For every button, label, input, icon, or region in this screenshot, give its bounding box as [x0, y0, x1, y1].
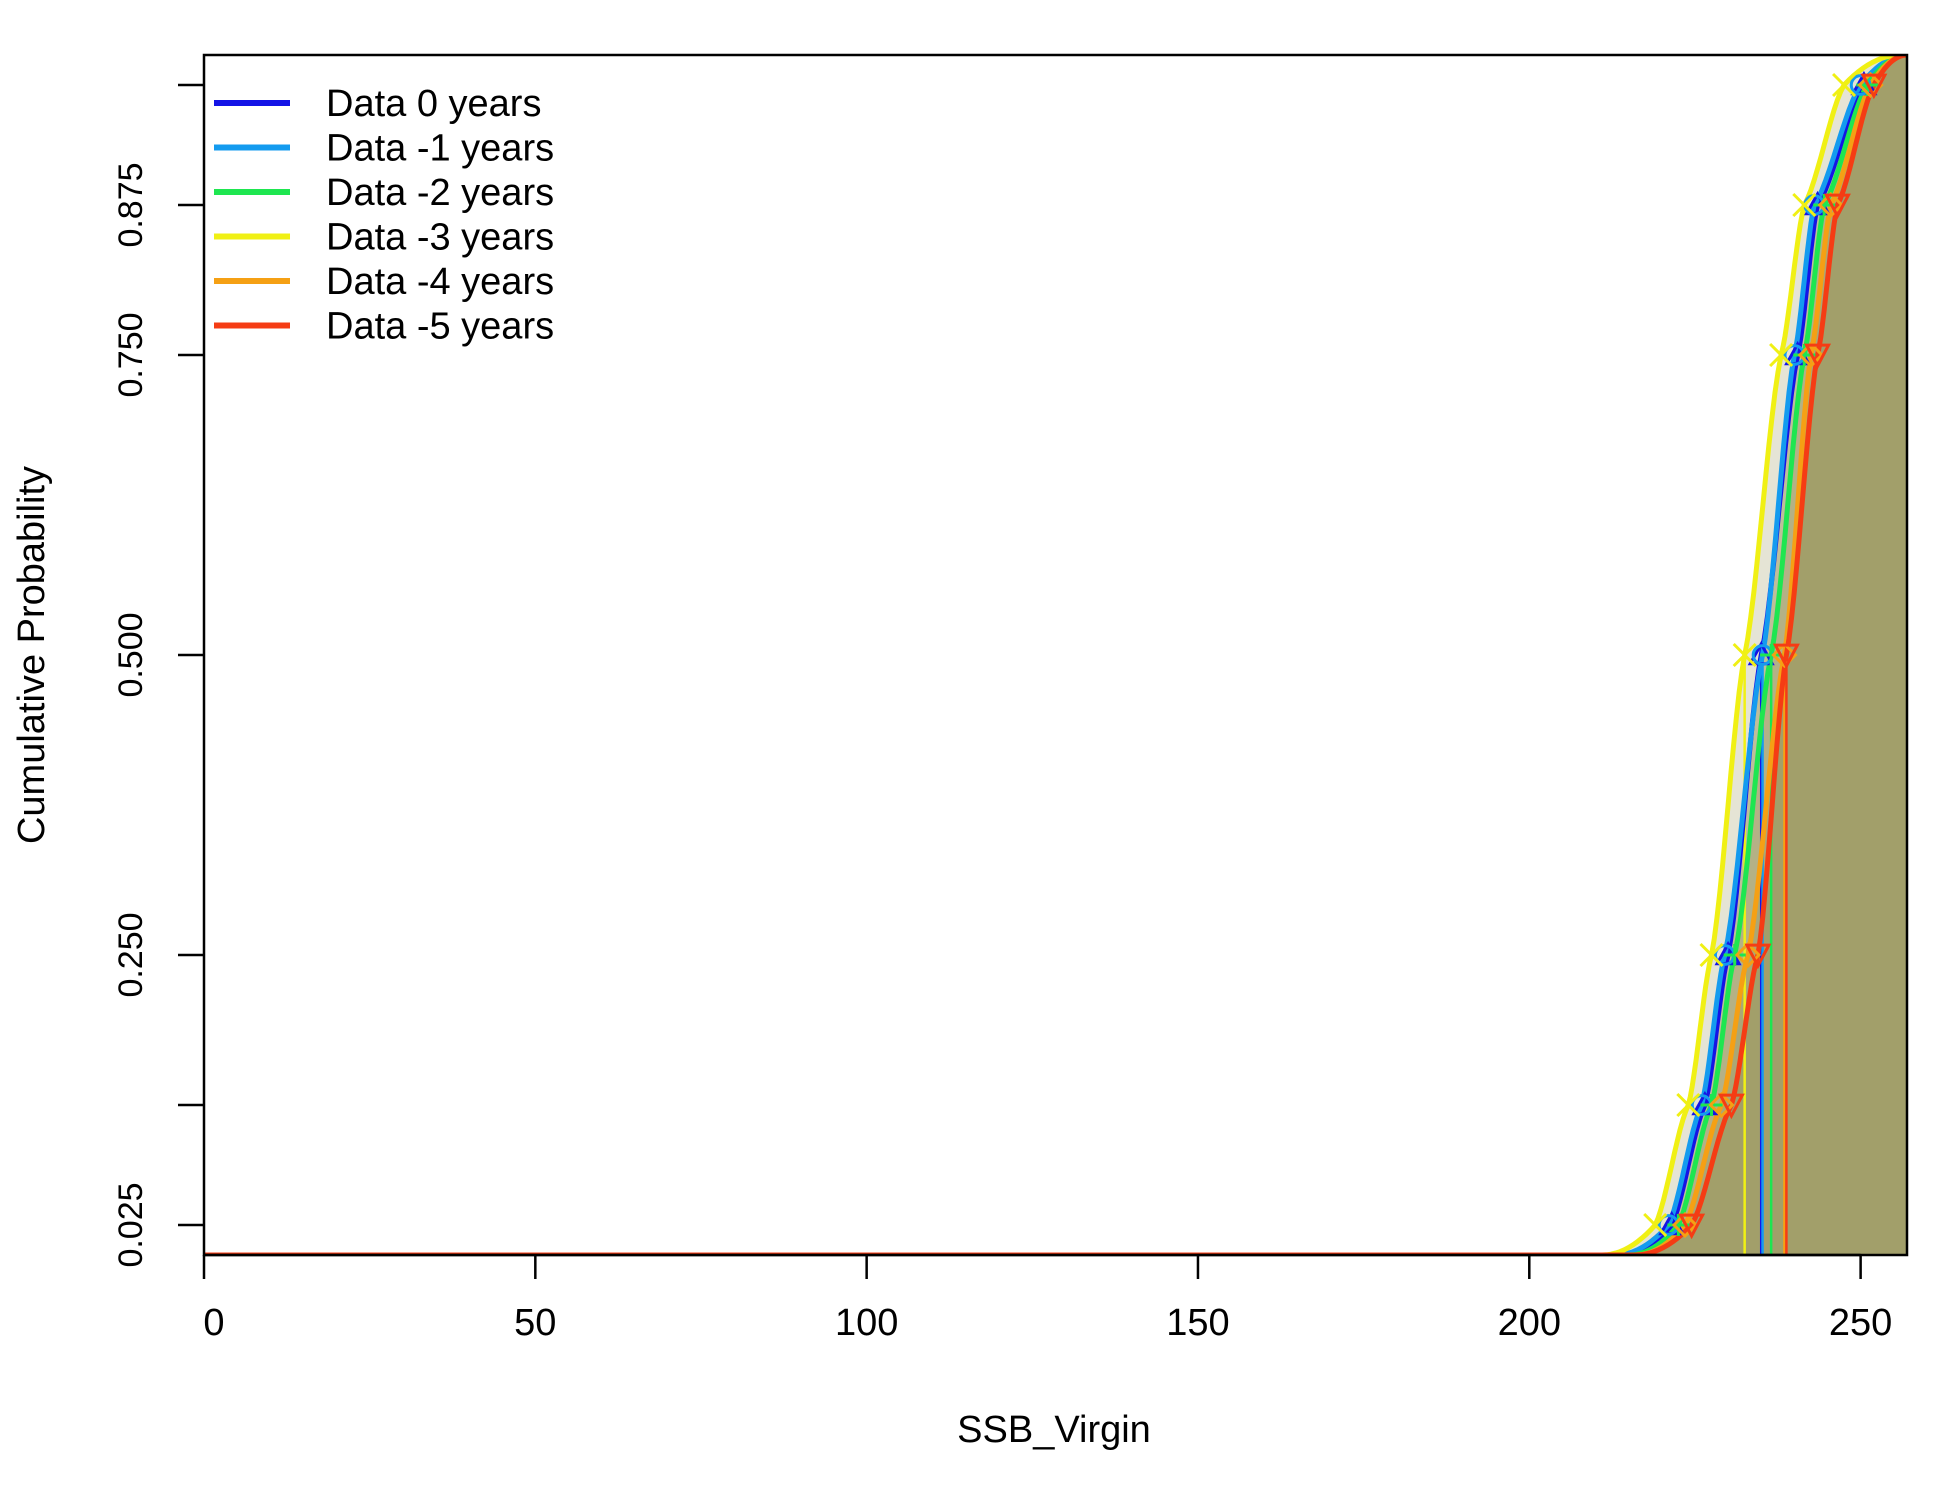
y-tick-label: 0.750 — [112, 312, 150, 397]
x-tick-label: 150 — [1166, 1302, 1229, 1344]
legend-label: Data 0 years — [326, 83, 541, 125]
x-tick-label: 0 — [203, 1302, 224, 1344]
quantile-point — [1769, 342, 1794, 368]
quantile-fill-areas — [204, 55, 1907, 1255]
cdf-fill-area — [204, 55, 1907, 1255]
quantile-point — [1671, 1211, 1699, 1239]
quantile-point — [1804, 343, 1832, 370]
x-tick-label: 100 — [835, 1302, 898, 1344]
cdf-fill-area — [204, 55, 1907, 1255]
quantile-point — [1831, 72, 1857, 98]
quantile-point — [1823, 193, 1851, 220]
y-axis-title: Cumulative Probability — [11, 466, 53, 844]
quantile-point — [1678, 1213, 1706, 1240]
cdf-fill-area — [204, 55, 1907, 1255]
quantile-point — [1797, 341, 1825, 369]
x-axis-title: SSB_Virgin — [957, 1409, 1151, 1451]
quantile-point — [1792, 192, 1817, 218]
y-tick-label: 0.875 — [112, 162, 150, 247]
y-tick-label: 0.500 — [112, 612, 150, 697]
quantile-point — [1772, 643, 1800, 670]
cdf-fill-area — [204, 55, 1907, 1255]
quantile-point — [1744, 943, 1772, 970]
x-axis: 0 50 100 150 200 250 — [202, 1253, 1892, 1344]
quantile-point — [1717, 1093, 1745, 1120]
y-axis: 0.025 0.250 0.500 0.750 0.875 — [112, 83, 204, 1268]
cdf-fill-area — [204, 55, 1907, 1255]
quantile-point — [1817, 191, 1844, 219]
legend-label: Data -3 years — [326, 217, 554, 259]
y-tick-label: 0.025 — [112, 1182, 150, 1267]
quantile-markers — [1643, 70, 1888, 1240]
quantile-point — [1676, 1092, 1701, 1118]
quantile-point — [1699, 942, 1724, 968]
legend-label: Data -2 years — [326, 172, 554, 214]
quantile-point — [1860, 73, 1888, 100]
quantile-point — [1760, 644, 1783, 666]
quantile-point — [1708, 1091, 1735, 1119]
legend-label: Data -4 years — [326, 261, 554, 303]
quantile-point — [1723, 944, 1746, 966]
x-tick-label: 200 — [1498, 1302, 1561, 1344]
quantile-point — [1643, 1212, 1668, 1238]
x-tick-label: 250 — [1829, 1302, 1892, 1344]
cdf-fill-area — [204, 55, 1907, 1255]
quantile-point — [1734, 941, 1762, 969]
y-tick-label: 0.250 — [112, 912, 150, 997]
legend-label: Data -5 years — [326, 306, 554, 348]
quantile-point — [1732, 642, 1757, 668]
quantile-point — [1857, 71, 1884, 99]
legend-label: Data -1 years — [326, 128, 554, 170]
x-tick-label: 50 — [514, 1302, 556, 1344]
cdf-line — [204, 55, 1901, 1255]
